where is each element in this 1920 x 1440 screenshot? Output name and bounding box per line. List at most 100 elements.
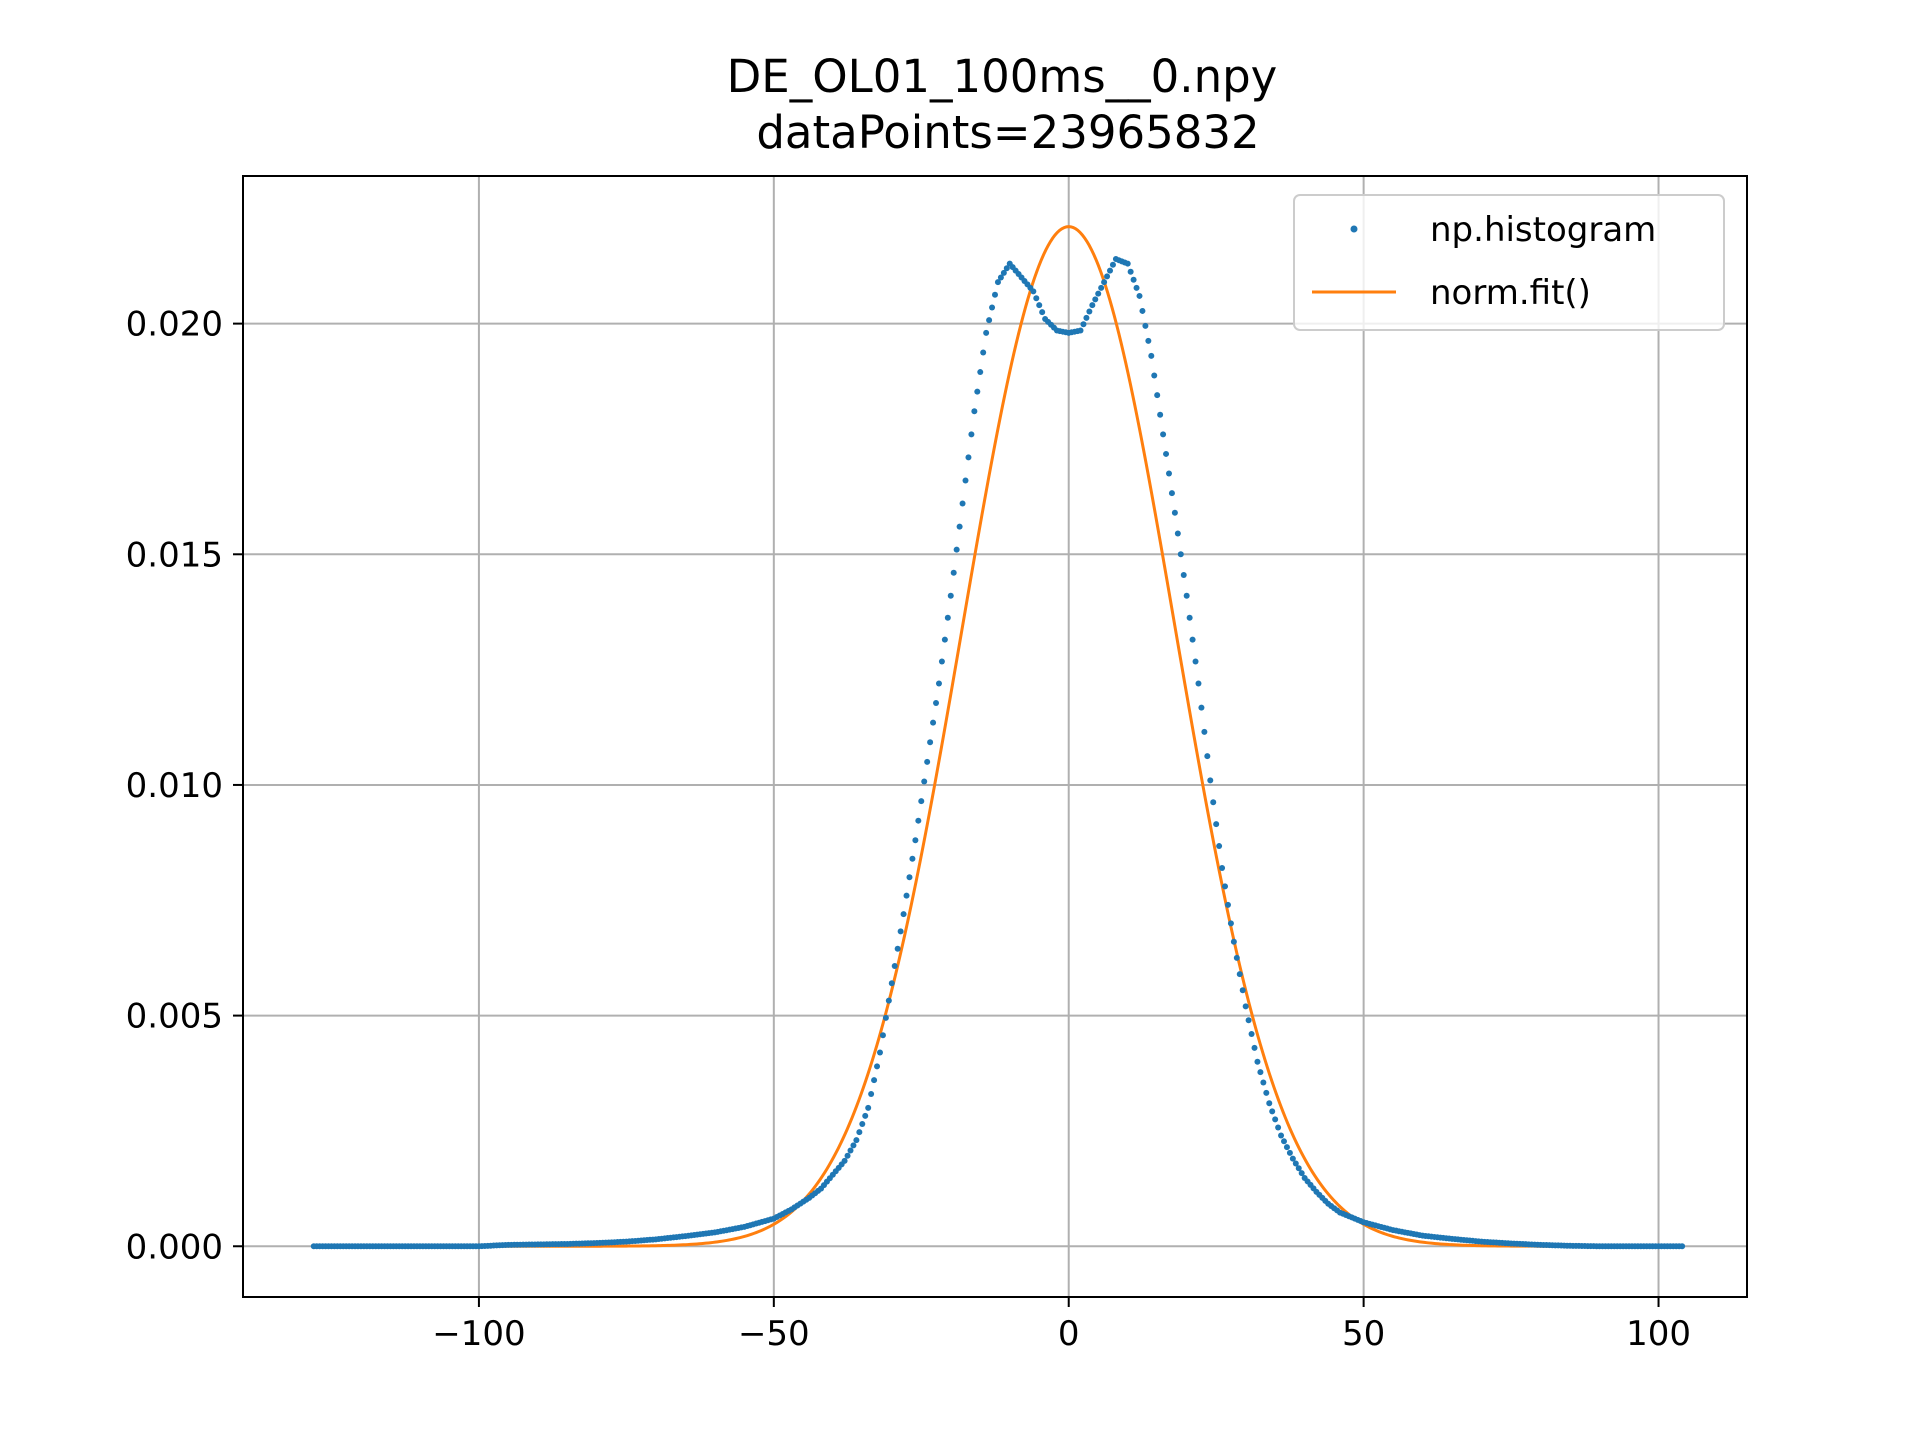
histogram-point (1142, 322, 1149, 329)
fit-line (313, 225, 1683, 1248)
histogram-point (1195, 680, 1202, 687)
histogram-point (989, 304, 996, 311)
points-layer (310, 256, 1686, 1250)
histogram-point (1003, 265, 1010, 272)
histogram-point (903, 892, 910, 899)
histogram-point (1201, 728, 1208, 735)
histogram-point (900, 911, 907, 918)
histogram-point (1222, 883, 1229, 890)
histogram-point (1281, 1138, 1287, 1145)
histogram-point (1275, 1124, 1282, 1131)
histogram-point (1180, 572, 1187, 579)
y-tick-label: 0.020 (126, 305, 223, 345)
histogram-point (944, 614, 951, 621)
histogram-point (1219, 864, 1226, 871)
histogram-point (997, 274, 1004, 281)
histogram-point (1107, 267, 1114, 274)
x-tick-label: −100 (432, 1314, 525, 1354)
x-tick-label: −50 (738, 1314, 810, 1354)
histogram-point (1189, 636, 1196, 643)
histogram-point (853, 1137, 860, 1144)
histogram-point (906, 874, 913, 881)
histogram-point (1286, 1149, 1293, 1156)
histogram-point (1151, 372, 1158, 379)
histogram-point (927, 739, 934, 746)
histogram-point (1080, 321, 1087, 328)
histogram-point (1148, 352, 1155, 359)
histogram-point (1292, 1160, 1299, 1167)
histogram-point (1295, 1165, 1302, 1172)
histogram-point (1160, 431, 1167, 438)
histogram-point (1183, 592, 1190, 599)
chart-title: DE_OL01_100ms__0.npy (726, 50, 1278, 103)
histogram-point (950, 569, 957, 576)
histogram-point (921, 778, 928, 785)
histogram-point (1104, 273, 1111, 280)
histogram-point (1269, 1108, 1276, 1115)
histogram-point (1036, 302, 1043, 309)
histogram-point (1242, 1003, 1249, 1010)
histogram-point (1257, 1069, 1264, 1076)
histogram-point (1163, 450, 1170, 457)
histogram-point (891, 963, 898, 970)
histogram-point (1177, 551, 1184, 558)
histogram-point (1154, 392, 1161, 399)
histogram-point (933, 700, 940, 707)
histogram-point (1283, 1144, 1290, 1151)
histogram-point (882, 1014, 889, 1021)
histogram-point (879, 1032, 886, 1039)
histogram-point (856, 1129, 863, 1136)
histogram-point (1086, 308, 1093, 315)
histogram-point (909, 855, 916, 862)
histogram-point (1227, 920, 1234, 927)
histogram-point (1245, 1017, 1252, 1024)
histogram-point (1077, 327, 1084, 334)
histogram-point (1289, 1155, 1296, 1162)
fit-layer (313, 225, 1683, 1248)
histogram-point (1266, 1100, 1273, 1107)
histogram-point (1171, 509, 1178, 516)
histogram-point (894, 945, 901, 952)
chart-subtitle: dataPoints=23965832 (756, 106, 1260, 159)
histogram-point (1101, 279, 1108, 286)
histogram-point (962, 477, 969, 484)
histogram-point (1157, 411, 1164, 418)
histogram-point (965, 454, 972, 461)
histogram-point (1236, 971, 1243, 978)
histogram-point (924, 758, 931, 765)
histogram-point (1248, 1031, 1255, 1038)
histogram-point (1254, 1058, 1261, 1065)
y-tick-label: 0.010 (126, 766, 223, 806)
histogram-point (885, 997, 892, 1004)
histogram-point (876, 1049, 883, 1056)
histogram-point (1133, 284, 1140, 291)
histogram-point (1216, 843, 1223, 850)
histogram-point (980, 349, 987, 356)
x-tick-label: 50 (1342, 1314, 1385, 1354)
histogram-point (1278, 1132, 1285, 1139)
legend-marker-histogram (1350, 225, 1358, 233)
legend-label-fit: norm.fit() (1430, 273, 1591, 313)
histogram-point (862, 1112, 869, 1119)
histogram-point (935, 680, 942, 687)
histogram-point (968, 431, 975, 438)
legend-box (1293, 194, 1725, 331)
histogram-point (994, 279, 1001, 286)
histogram-point (1109, 261, 1116, 268)
histogram-point (974, 388, 981, 395)
x-tick-label: 100 (1626, 1314, 1691, 1354)
histogram-point (918, 798, 925, 805)
y-tick-label: 0.000 (126, 1227, 223, 1267)
y-tick-label: 0.015 (126, 535, 223, 575)
histogram-point (1030, 288, 1037, 295)
histogram-point (844, 1152, 851, 1159)
histogram-point (986, 317, 993, 324)
histogram-point (1098, 284, 1105, 291)
grid-layer (243, 176, 1747, 1297)
histogram-point (868, 1091, 875, 1098)
histogram-point (1272, 1116, 1279, 1123)
histogram-point (1127, 268, 1134, 275)
histogram-point (897, 928, 904, 935)
